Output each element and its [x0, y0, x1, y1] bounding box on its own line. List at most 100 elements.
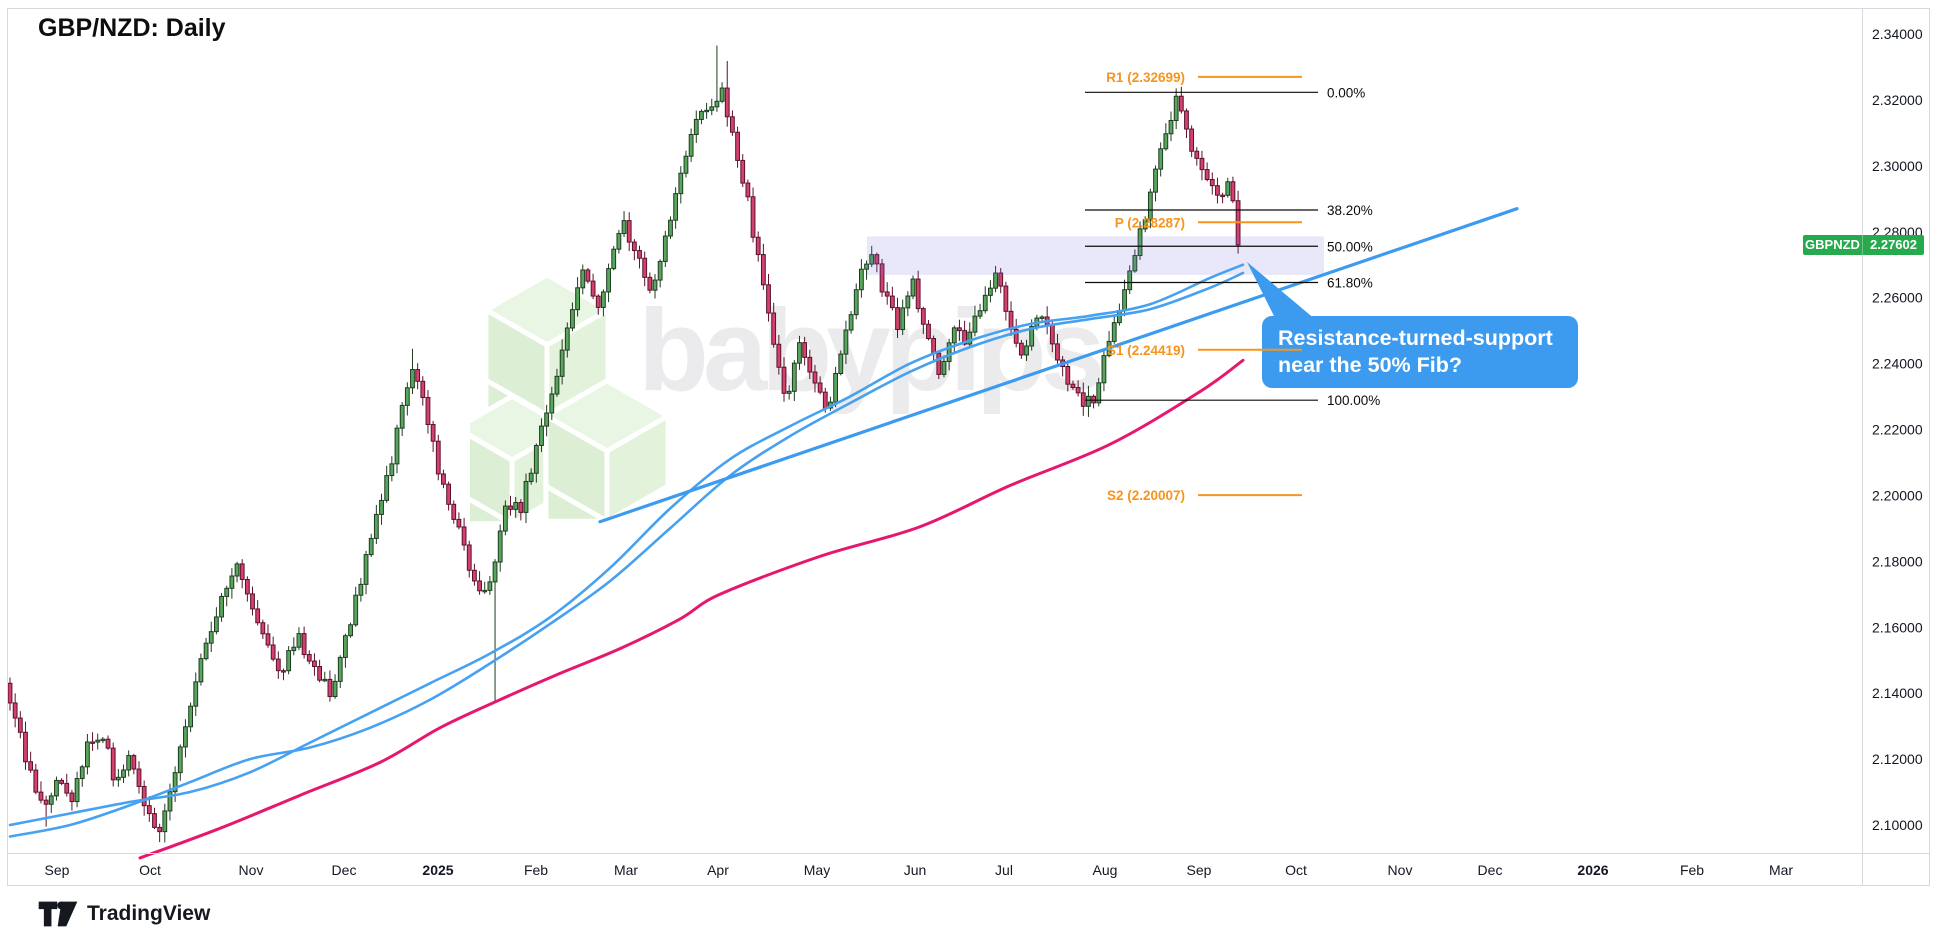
candle-body	[43, 799, 49, 805]
candle-body	[988, 287, 993, 296]
candle	[203, 637, 209, 661]
candle	[657, 259, 663, 288]
time-axis-label: Mar	[1769, 862, 1793, 878]
candle-body	[513, 502, 519, 510]
ma-line-blue-2[interactable]	[8, 271, 1245, 838]
candle	[1065, 363, 1071, 392]
candle-body	[977, 310, 983, 317]
candle	[477, 571, 482, 595]
candle-body	[1184, 110, 1189, 130]
candle	[48, 792, 54, 813]
candle	[1168, 111, 1174, 142]
candle-body	[848, 314, 854, 331]
candle	[709, 98, 715, 116]
candle	[74, 771, 80, 808]
candle	[441, 469, 446, 489]
candle	[1091, 394, 1096, 409]
consolidation-zone[interactable]	[867, 236, 1324, 275]
candle	[508, 495, 513, 516]
candle-body	[229, 575, 235, 589]
candle	[977, 303, 983, 319]
candle	[699, 109, 704, 125]
candle	[183, 719, 188, 758]
candle-body	[115, 776, 121, 781]
candle	[781, 357, 787, 402]
candle	[637, 245, 642, 269]
candle	[606, 263, 611, 303]
candle	[59, 778, 65, 786]
candle	[379, 493, 384, 525]
candle	[766, 273, 771, 322]
candle-body	[415, 369, 421, 382]
candle	[544, 404, 550, 437]
candle-body	[1158, 148, 1164, 170]
candle	[430, 420, 436, 452]
candle	[864, 260, 869, 280]
candle-body	[508, 505, 513, 510]
candle-body	[528, 472, 534, 482]
candle-body	[730, 116, 735, 133]
candle	[1086, 385, 1091, 417]
candle-body	[146, 805, 152, 815]
candle	[1184, 108, 1189, 139]
candle-body	[327, 678, 333, 698]
candle	[415, 363, 421, 390]
candle-body	[260, 622, 266, 635]
candle-body	[394, 427, 400, 465]
candle	[368, 533, 374, 557]
candle-body	[167, 791, 173, 812]
candle	[843, 320, 849, 365]
fib-level-label: 61.80%	[1327, 276, 1373, 291]
candle-body	[1111, 322, 1117, 342]
candle	[549, 386, 555, 421]
time-axis-label: Dec	[332, 862, 357, 878]
candle-body	[487, 581, 493, 591]
candle	[1024, 339, 1029, 361]
candle-body	[363, 554, 369, 585]
candle	[611, 245, 617, 271]
callout-annotation[interactable]: Resistance-turned-support near the 50% F…	[1247, 262, 1578, 388]
candle	[683, 150, 689, 178]
candle-body	[683, 155, 689, 174]
candle-body	[90, 741, 95, 744]
candle-body	[126, 755, 132, 771]
candle-body	[219, 595, 224, 618]
candle-body	[709, 106, 715, 111]
candle-body	[239, 563, 245, 580]
candle-body	[244, 578, 250, 595]
candle	[404, 382, 410, 416]
candle-body	[492, 561, 498, 583]
candle-body	[446, 483, 452, 505]
candle	[95, 733, 101, 750]
tradingview-attribution[interactable]: TradingView	[38, 900, 210, 928]
candle-body	[585, 269, 591, 282]
candle-body	[606, 268, 611, 293]
candle	[100, 736, 106, 744]
price-tick-label: 2.14000	[1872, 685, 1923, 701]
candle-body	[291, 646, 297, 652]
candle	[301, 626, 307, 659]
candle-body	[926, 323, 931, 340]
candle	[528, 468, 534, 485]
candle-body	[482, 589, 488, 593]
candle	[1111, 316, 1117, 344]
trendline[interactable]	[598, 207, 1519, 524]
ma-line-pink[interactable]	[138, 358, 1245, 860]
candle-body	[79, 766, 85, 780]
candle	[23, 721, 28, 770]
candle-body	[962, 330, 968, 345]
candle-body	[203, 642, 209, 660]
candle	[497, 524, 503, 572]
ma-line-blue-1[interactable]	[8, 263, 1245, 827]
candle	[312, 653, 317, 676]
candle-body	[626, 220, 632, 243]
candle-body	[1153, 168, 1158, 193]
babypips-cube-face	[543, 411, 610, 526]
callout-box[interactable]	[1262, 316, 1578, 388]
candle-body	[688, 134, 694, 157]
candle	[121, 764, 126, 783]
candle	[807, 349, 813, 380]
candle	[90, 732, 95, 751]
candle	[905, 291, 911, 317]
